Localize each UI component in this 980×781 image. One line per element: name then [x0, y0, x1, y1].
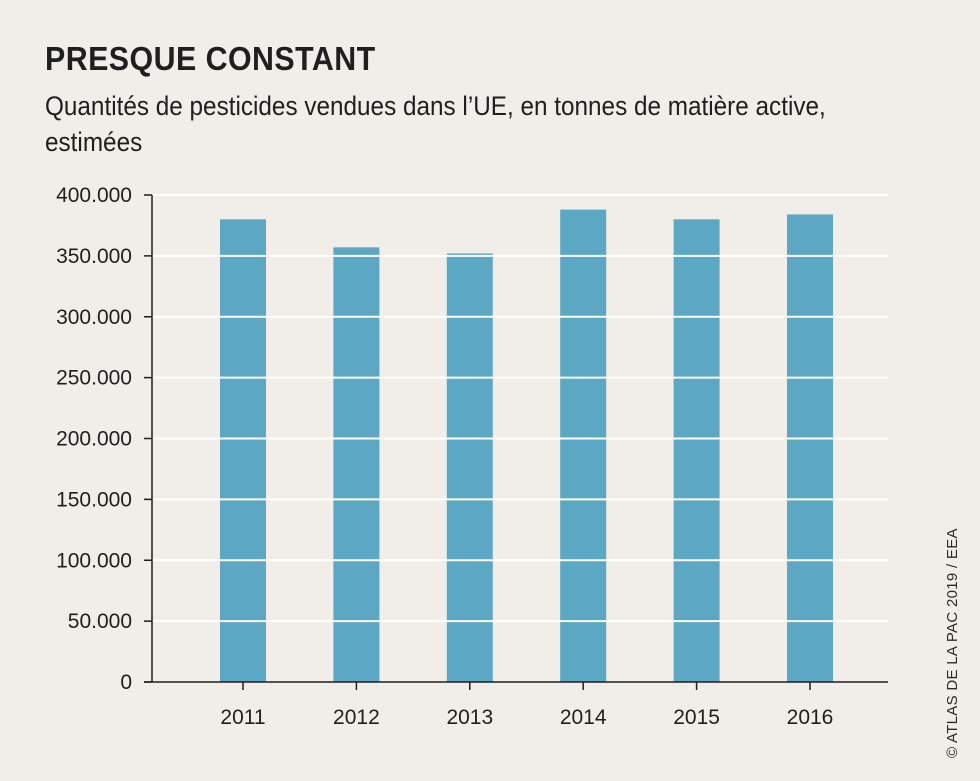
y-tick-label: 0 — [120, 671, 132, 694]
bar-2014 — [560, 209, 607, 683]
chart-subtitle: Quantités de pesticides vendues dans l’U… — [45, 91, 826, 157]
chart-title: PRESQUE CONSTANT — [45, 40, 376, 77]
x-tick-label: 2012 — [333, 706, 380, 729]
y-tick-label: 250.000 — [56, 367, 132, 390]
bars-group — [220, 209, 833, 683]
gridlines-group — [152, 194, 888, 623]
bar-2015 — [673, 219, 720, 682]
bar-2016 — [787, 214, 833, 683]
bar-2012 — [333, 247, 380, 683]
x-tick-label: 2014 — [560, 706, 607, 729]
bar-2013 — [446, 253, 493, 682]
x-ticks-group: 2011 2012 2013 2014 2015 2016 — [220, 682, 833, 729]
x-tick-label: 2013 — [446, 706, 493, 729]
x-tick-label: 2011 — [220, 706, 265, 729]
y-tick-label: 50.000 — [68, 610, 132, 633]
y-tick-label: 400.000 — [56, 184, 132, 207]
y-tick-label: 300.000 — [56, 306, 132, 329]
y-tick-label: 200.000 — [56, 428, 132, 451]
y-tick-label: 100.000 — [56, 549, 132, 572]
y-tick-label: 350.000 — [56, 245, 132, 268]
y-tick-label: 150.000 — [56, 488, 132, 511]
x-tick-label: 2016 — [787, 706, 834, 729]
y-ticks-group: 0 50.000 100.000 150.000 200.000 250.000 300.0… — [56, 184, 152, 694]
bar-2011 — [220, 219, 266, 682]
x-tick-label: 2015 — [673, 706, 720, 729]
source-credit: © ATLAS DE LA PAC 2019 / EEA — [944, 528, 961, 758]
